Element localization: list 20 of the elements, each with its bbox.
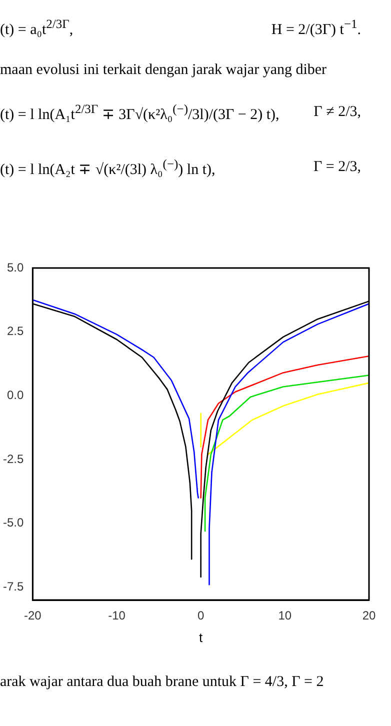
text: (t) = l ln(A₂t ∓ √(κ²/(3l) λ₀$^{(−)}$) ln t),: [0, 156, 216, 178]
x-tick-label: 20: [362, 608, 376, 623]
x-axis-title: t: [199, 630, 204, 645]
text: (t) = l ln(A₁t$^{2/3Γ}$ ∓ 3Γ√(κ²λ₀$^{(−)}$/3l)/(3Γ − 2) t),: [0, 102, 280, 124]
y-tick-label: -7.5: [2, 580, 24, 594]
y-tick-label: -5.0: [2, 516, 24, 530]
x-tick-label: 0: [197, 608, 204, 623]
y-tick-label: 0.0: [6, 388, 24, 402]
x-tick-label: -20: [24, 608, 42, 623]
text: arak wajar antara dua buah brane untuk Γ = 4/3, Γ = 2: [0, 674, 325, 691]
text: H = 2/(3Γ) t$^{−1}$.: [271, 16, 361, 38]
y-tick-label: -2.5: [2, 452, 24, 466]
x-tick-label: -10: [108, 608, 126, 623]
x-tick-label: 10: [278, 608, 292, 623]
text: Γ = 2/3,: [313, 159, 361, 176]
text: (t) = a₀t$^{2/3Γ}$,: [0, 16, 74, 38]
text: maan evolusi ini terkait dengan jarak wajar yang diber: [0, 62, 327, 78]
y-tick-label: 2.5: [6, 324, 24, 338]
y-tick-label: 5.0: [6, 260, 24, 274]
text: Γ ≠ 2/3,: [314, 104, 361, 121]
